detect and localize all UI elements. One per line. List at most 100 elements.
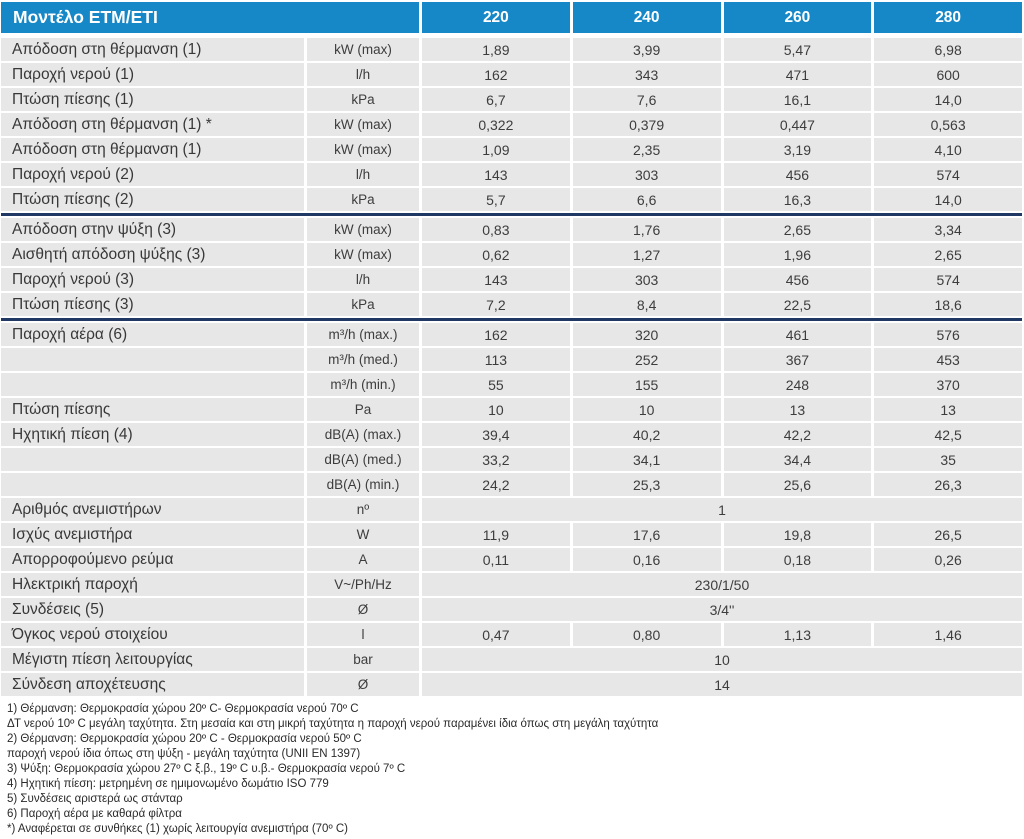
row-value: 24,2 <box>422 473 570 496</box>
row-label <box>1 448 304 471</box>
row-label: Ηλεκτρική παροχή <box>1 573 304 596</box>
row-value: 3,34 <box>874 218 1022 241</box>
row-value: 252 <box>572 348 721 371</box>
row-value: 574 <box>874 163 1022 186</box>
row-value: 6,7 <box>422 88 570 111</box>
table-row: Ισχύς ανεμιστήρα W 11,9 17,6 19,8 26,5 <box>1 523 1022 546</box>
row-value: 6,6 <box>572 188 721 211</box>
model-header-cell: Μοντέλο ETM/ETI <box>1 2 419 33</box>
row-value: 0,62 <box>422 243 570 266</box>
table-row: Πτώση πίεσης (2) kPa 5,7 6,6 16,3 14,0 <box>1 188 1022 211</box>
row-label: Παροχή νερού (1) <box>1 63 304 86</box>
row-value: 1,09 <box>422 138 570 161</box>
row-value: 25,3 <box>572 473 721 496</box>
footnote-line: 2) Θέρμανση: Θερμοκρασία χώρου 20º C - Θ… <box>7 733 362 745</box>
table-row: dB(A) (min.) 24,2 25,3 25,6 26,3 <box>1 473 1022 496</box>
table-row: Μέγιστη πίεση λειτουργίας bar 10 <box>1 648 1022 671</box>
row-unit: W <box>307 523 419 546</box>
row-unit: bar <box>307 648 419 671</box>
footnote-line: παροχή νερού ίδια όπως στη ψύξη - μεγάλη… <box>7 748 361 760</box>
row-value: 16,1 <box>723 88 872 111</box>
table-row: m³/h (med.) 113 252 367 453 <box>1 348 1022 371</box>
section-divider <box>1 213 1022 216</box>
row-value: 0,447 <box>723 113 872 136</box>
row-value: 1,27 <box>572 243 721 266</box>
row-unit: m³/h (max.) <box>307 323 419 346</box>
row-label: Αισθητή απόδοση ψύξης (3) <box>1 243 304 266</box>
row-unit: kPa <box>307 88 419 111</box>
row-unit: m³/h (min.) <box>307 373 419 396</box>
row-label: Ισχύς ανεμιστήρα <box>1 523 304 546</box>
row-value: 0,18 <box>723 548 872 571</box>
row-label: Απόδοση στην ψύξη (3) <box>1 218 304 241</box>
row-value: 303 <box>572 163 721 186</box>
row-unit: kPa <box>307 188 419 211</box>
row-value: 5,7 <box>422 188 570 211</box>
row-value: 143 <box>422 163 570 186</box>
row-value: 19,8 <box>723 523 872 546</box>
row-value: 18,6 <box>874 293 1022 316</box>
row-value: 13 <box>874 398 1022 421</box>
row-value: 1,13 <box>723 623 872 646</box>
row-value: 0,47 <box>422 623 570 646</box>
row-value: 113 <box>422 348 570 371</box>
row-value: 25,6 <box>723 473 872 496</box>
row-unit: l <box>307 623 419 646</box>
row-value: 0,379 <box>572 113 721 136</box>
row-value: 40,2 <box>572 423 721 446</box>
row-label: Απόδοση στη θέρμανση (1) * <box>1 113 304 136</box>
table-row: Απόδοση στη θέρμανση (1) kW (max) 1,89 3,99… <box>1 38 1022 61</box>
row-value: 456 <box>723 163 872 186</box>
table-row: Ηχητική πίεση (4) dB(A) (max.) 39,4 40,2 42,… <box>1 423 1022 446</box>
row-value: 303 <box>572 268 721 291</box>
spec-table: Μοντέλο ETM/ETI 220 240 260 280 Απόδοση … <box>1 2 1022 696</box>
row-unit: V~/Ph/Hz <box>307 573 419 596</box>
row-label: Όγκος νερού στοιχείου <box>1 623 304 646</box>
footnote-line: 4) Ηχητική πίεση: μετρημένη σε ημιμονωμέ… <box>7 778 329 790</box>
row-value: 16,3 <box>723 188 872 211</box>
row-value: 11,9 <box>422 523 570 546</box>
row-unit: nº <box>307 498 419 521</box>
row-value: 26,5 <box>874 523 1022 546</box>
row-value: 42,2 <box>723 423 872 446</box>
table-row: Απόδοση στην ψύξη (3) kW (max) 0,83 1,76 2,6… <box>1 218 1022 241</box>
row-value: 5,47 <box>723 38 872 61</box>
row-value: 1,96 <box>723 243 872 266</box>
row-value: 2,65 <box>723 218 872 241</box>
row-unit: l/h <box>307 63 419 86</box>
row-value: 367 <box>723 348 872 371</box>
row-value: 34,4 <box>723 448 872 471</box>
footnote-line: 3) Ψύξη: Θερμοκρασία χώρου 27º C ξ.β., 1… <box>7 763 406 775</box>
row-unit: Pa <box>307 398 419 421</box>
row-value: 55 <box>422 373 570 396</box>
row-unit: kW (max) <box>307 113 419 136</box>
row-label: Πτώση πίεσης (1) <box>1 88 304 111</box>
table-row: Συνδέσεις (5) Ø 3/4'' <box>1 598 1022 621</box>
row-value: 162 <box>422 63 570 86</box>
table-row: Πτώση πίεσης (1) kPa 6,7 7,6 16,1 14,0 <box>1 88 1022 111</box>
row-unit: kPa <box>307 293 419 316</box>
row-unit: dB(A) (med.) <box>307 448 419 471</box>
row-value: 574 <box>874 268 1022 291</box>
row-value: 7,2 <box>422 293 570 316</box>
row-value: 471 <box>723 63 872 86</box>
column-header-220: 220 <box>422 2 570 33</box>
row-value: 2,35 <box>572 138 721 161</box>
row-unit: kW (max) <box>307 38 419 61</box>
row-value-span: 3/4'' <box>422 598 1022 621</box>
row-unit: kW (max) <box>307 218 419 241</box>
row-unit: m³/h (med.) <box>307 348 419 371</box>
table-row: Απόδοση στη θέρμανση (1) kW (max) 1,09 2,35… <box>1 138 1022 161</box>
row-value: 17,6 <box>572 523 721 546</box>
row-label: Παροχή νερού (2) <box>1 163 304 186</box>
row-value: 34,1 <box>572 448 721 471</box>
row-label: Πτώση πίεσης <box>1 398 304 421</box>
table-row: Παροχή νερού (3) l/h 143 303 456 574 <box>1 268 1022 291</box>
footnote-line: ΔΤ νερού 10º C μεγάλη ταχύτητα. Στη μεσα… <box>7 718 659 730</box>
column-header-260: 260 <box>723 2 872 33</box>
row-label: Παροχή αέρα (6) <box>1 323 304 346</box>
footnotes: 1) Θέρμανση: Θερμοκρασία χώρου 20º C- Θε… <box>0 702 1024 837</box>
row-value: 456 <box>723 268 872 291</box>
row-unit: dB(A) (max.) <box>307 423 419 446</box>
row-label: Ηχητική πίεση (4) <box>1 423 304 446</box>
